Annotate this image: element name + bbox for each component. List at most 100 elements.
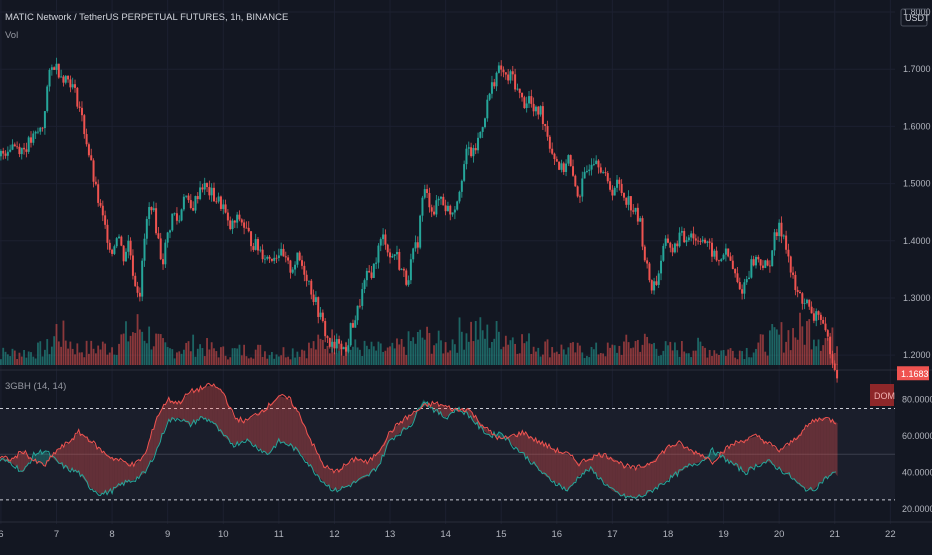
candle-body <box>326 336 329 338</box>
candle-body <box>819 314 822 320</box>
candle-body <box>345 347 348 352</box>
volume-bar <box>738 350 741 365</box>
oscillator-fill <box>556 450 560 486</box>
volume-bar <box>539 356 542 365</box>
oscillator-fill <box>170 400 174 421</box>
volume-bar <box>572 342 574 365</box>
candle-body <box>266 256 269 259</box>
oscillator-fill <box>239 419 243 443</box>
candle-body <box>724 248 727 255</box>
volume-bar <box>576 342 579 365</box>
volume-bar <box>32 356 35 365</box>
volume-bar <box>257 344 259 365</box>
candle-body <box>451 212 454 215</box>
volume-bar <box>349 349 352 365</box>
oscillator-fill <box>214 386 218 429</box>
volume-bar <box>88 353 90 365</box>
volume-label[interactable]: Vol <box>5 30 19 41</box>
candle-body <box>761 265 764 268</box>
oscillator-fill <box>128 463 132 482</box>
candle-body <box>481 127 484 132</box>
oscillator-fill <box>12 457 15 466</box>
oscillator-tick-label: 20.0000 <box>902 504 932 514</box>
volume-bar <box>243 344 246 365</box>
volume-bar <box>240 355 243 365</box>
candle-body <box>206 183 209 188</box>
candle-body <box>713 250 716 257</box>
volume-bar <box>743 359 746 365</box>
oscillator-fill <box>345 463 349 488</box>
candle-body <box>574 175 577 187</box>
volume-bar <box>55 324 58 365</box>
candle-body <box>572 166 575 176</box>
volume-bar <box>636 339 639 365</box>
candle-body <box>101 205 104 216</box>
currency-badge[interactable] <box>900 8 928 27</box>
candle-body <box>351 323 354 328</box>
oscillator-fill <box>781 446 785 473</box>
oscillator-fill <box>673 444 677 477</box>
oscillator-title[interactable]: 3GBH (14, 14) <box>5 381 67 392</box>
candle-body <box>518 88 521 93</box>
candle-body <box>421 197 424 216</box>
volume-bar <box>245 356 248 365</box>
oscillator-tick-label: 40.0000 <box>902 467 932 477</box>
candle-body <box>653 281 656 291</box>
candle-body <box>148 207 151 220</box>
candle-body <box>291 269 294 273</box>
oscillator-fill <box>626 466 630 498</box>
volume-bar <box>268 355 271 365</box>
volume-bar <box>196 348 199 365</box>
oscillator-fill <box>523 432 527 457</box>
oscillator-fill <box>384 436 388 453</box>
oscillator-fill <box>640 466 643 497</box>
oscillator-fill <box>73 435 76 472</box>
volume-bar <box>692 350 695 365</box>
volume-bar <box>78 352 81 365</box>
candle-body <box>602 172 605 173</box>
chart-title[interactable]: MATIC Network / TetherUS PERPETUAL FUTUR… <box>5 12 289 23</box>
candle-body <box>743 282 746 294</box>
candle-body <box>597 160 600 168</box>
volume-bar <box>685 353 688 365</box>
time-tick-label: 18 <box>663 529 674 540</box>
volume-bar <box>39 341 42 365</box>
oscillator-fill <box>351 459 354 485</box>
time-tick-label: 12 <box>329 529 340 540</box>
candle-body <box>803 303 806 304</box>
volume-bar <box>46 339 49 365</box>
candle-body <box>296 252 299 265</box>
volume-bar <box>616 352 618 365</box>
time-tick-label: 14 <box>440 529 451 540</box>
volume-bar <box>741 351 743 365</box>
volume-bar <box>115 354 118 365</box>
oscillator-fill <box>228 404 232 443</box>
oscillator-fill <box>809 421 813 491</box>
oscillator-fill <box>367 460 371 477</box>
volume-bar <box>463 349 466 365</box>
oscillator-fill <box>284 397 288 445</box>
candle-body <box>449 205 452 215</box>
oscillator-fill <box>606 456 610 489</box>
oscillator-bull-line <box>0 400 837 500</box>
volume-bar <box>111 347 113 365</box>
oscillator-fill <box>242 420 246 441</box>
candle-body <box>551 148 554 154</box>
oscillator-fill <box>37 452 40 464</box>
candle-body <box>437 198 440 201</box>
oscillator-fill <box>731 443 735 466</box>
oscillator-fill <box>765 441 769 463</box>
candle-body <box>150 207 153 211</box>
volume-bar <box>792 328 794 365</box>
volume-bar <box>625 334 628 365</box>
oscillator-fill <box>542 443 546 477</box>
candle-body <box>46 86 49 112</box>
volume-bar <box>178 351 181 365</box>
volume-bar <box>650 344 653 365</box>
candle-body <box>754 256 757 266</box>
candle-body <box>4 153 7 156</box>
candle-body <box>465 148 468 165</box>
volume-bar <box>148 326 151 365</box>
candle-body <box>704 239 707 243</box>
